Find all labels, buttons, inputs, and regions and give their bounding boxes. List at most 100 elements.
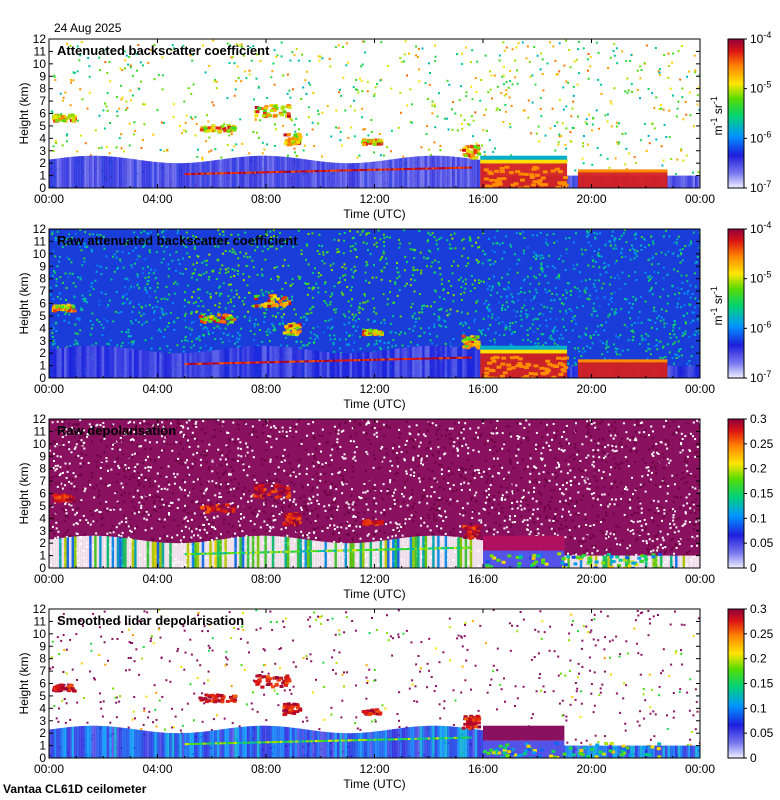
colorbar-tick-label: 0.1 [750,511,767,525]
heatmap-field [49,229,700,378]
colorbar-tick-label: 0.05 [750,536,774,550]
y-tick-label: 10 [33,627,47,641]
y-tick-label: 8 [39,462,46,476]
x-tick-label: 04:00 [142,762,172,776]
y-tick-label: 6 [39,677,46,691]
colorbar-tick-label: 10-6 [750,129,771,145]
y-tick-label: 12 [33,412,47,426]
x-tick-label: 04:00 [142,572,172,586]
colorbar-tick-label: 10-7 [750,369,771,385]
colorbar-tick-label: 0.15 [750,677,774,691]
y-tick-label: 2 [39,726,46,740]
x-tick-label: 20:00 [576,572,606,586]
y-tick-label: 9 [39,259,46,273]
colorbar-tick-label: 10-4 [750,220,771,236]
y-tick-label: 0 [39,751,46,765]
colorbar-tick-label: 0.1 [750,701,767,715]
x-tick-label: 00:00 [685,572,715,586]
y-tick-label: 5 [39,689,46,703]
x-tick-label: 20:00 [576,382,606,396]
colorbar-tick-label: 0 [750,561,757,575]
x-tick-label: 04:00 [142,192,172,206]
y-tick-label: 5 [39,499,46,513]
y-tick-label: 9 [39,449,46,463]
colorbar [727,608,745,759]
y-tick-label: 1 [39,169,46,183]
y-tick-label: 5 [39,119,46,133]
y-tick-label: 5 [39,309,46,323]
x-tick-label: 20:00 [576,762,606,776]
panel-title: Smoothed lidar depolarisation [57,613,244,628]
y-tick-label: 7 [39,474,46,488]
y-tick-label: 4 [39,701,46,715]
colorbar-tick-label: 0.05 [750,726,774,740]
colorbar-tick-label: 10-5 [750,80,771,96]
y-tick-label: 11 [34,44,47,58]
y-tick-label: 2 [39,156,46,170]
x-tick-label: 16:00 [468,572,498,586]
colorbar-tick-label: 0 [750,751,757,765]
panel-title: Raw attenuated backscatter coefficient [57,233,298,248]
colorbar-tick-label: 10-6 [750,319,771,335]
y-axis-label: Height (km) [17,82,31,144]
y-tick-label: 12 [33,222,47,236]
x-tick-label: 08:00 [251,762,281,776]
date-label: 24 Aug 2025 [54,21,122,35]
x-tick-label: 00:00 [34,382,64,396]
x-axis-label: Time (UTC) [343,397,405,411]
panel-title: Raw depolarisation [57,423,176,438]
heatmap-field [49,39,700,188]
y-tick-label: 4 [39,131,46,145]
y-tick-label: 1 [39,549,46,563]
y-tick-label: 8 [39,272,46,286]
x-tick-label: 08:00 [251,192,281,206]
y-tick-label: 9 [39,69,46,83]
x-tick-label: 08:00 [251,572,281,586]
y-tick-label: 1 [39,739,46,753]
heatmap-field [49,419,700,568]
y-tick-label: 6 [39,107,46,121]
y-tick-label: 3 [39,144,46,158]
y-tick-label: 3 [39,524,46,538]
colorbar-tick-label: 10-5 [750,270,771,286]
x-tick-label: 16:00 [468,762,498,776]
x-tick-label: 12:00 [359,382,389,396]
x-tick-label: 20:00 [576,192,606,206]
y-tick-label: 1 [39,359,46,373]
x-tick-label: 12:00 [359,572,389,586]
colorbar-tick-label: 0.25 [750,627,774,641]
x-tick-label: 16:00 [468,192,498,206]
y-tick-label: 0 [39,371,46,385]
y-tick-label: 8 [39,82,46,96]
y-tick-label: 4 [39,321,46,335]
y-tick-label: 4 [39,511,46,525]
y-tick-label: 10 [33,247,47,261]
y-axis-label: Height (km) [17,272,31,334]
y-tick-label: 7 [39,94,46,108]
x-tick-label: 00:00 [34,572,64,586]
x-axis-label: Time (UTC) [343,207,405,221]
y-tick-label: 0 [39,181,46,195]
y-tick-label: 11 [34,234,47,248]
y-tick-label: 7 [39,664,46,678]
y-tick-label: 8 [39,652,46,666]
y-tick-label: 10 [33,57,47,71]
x-tick-label: 04:00 [142,382,172,396]
panel-1: Attenuated backscatter coefficient012345… [17,30,771,221]
colorbar-tick-label: 0.25 [750,437,774,451]
colorbar-tick-label: 0.3 [750,412,767,426]
colorbar [727,228,745,379]
x-tick-label: 12:00 [359,192,389,206]
y-tick-label: 2 [39,536,46,550]
x-tick-label: 00:00 [34,762,64,776]
x-tick-label: 00:00 [34,192,64,206]
y-tick-label: 12 [33,32,47,46]
colorbar-tick-label: 0.3 [750,602,767,616]
panel-title: Attenuated backscatter coefficient [57,43,270,58]
x-tick-label: 12:00 [359,762,389,776]
y-tick-label: 11 [34,424,47,438]
x-axis-label: Time (UTC) [343,587,405,601]
colorbar [727,418,745,569]
